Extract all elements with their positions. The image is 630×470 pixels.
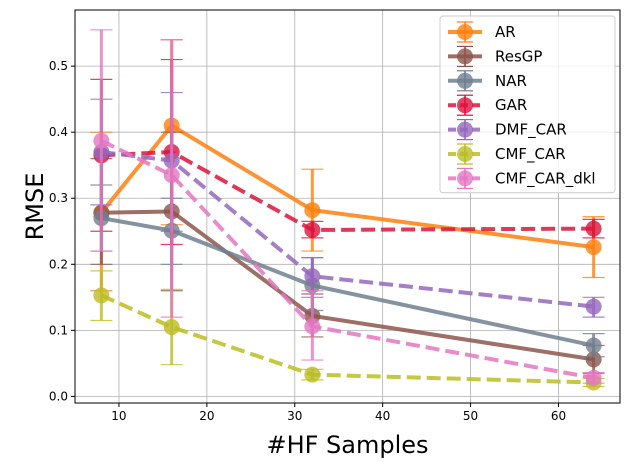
data-point xyxy=(585,220,602,237)
x-tick-label: 60 xyxy=(551,409,566,423)
y-tick-label: 0.0 xyxy=(49,389,68,403)
series-line-nar xyxy=(101,216,595,348)
data-point xyxy=(163,167,180,184)
legend-label-dmf-car: DMF_CAR xyxy=(495,121,567,140)
y-tick-label: 0.5 xyxy=(49,59,68,73)
legend-marker-dmf-car xyxy=(457,121,473,138)
legend-label-gar: GAR xyxy=(495,96,527,114)
legend-marker-nar xyxy=(457,72,473,89)
series-layer xyxy=(90,29,605,391)
x-tick-label: 50 xyxy=(463,409,478,423)
data-point xyxy=(304,366,321,383)
data-point xyxy=(304,221,321,238)
legend-marker-resgp xyxy=(457,48,473,65)
y-tick-label: 0.1 xyxy=(49,323,68,337)
data-point xyxy=(304,318,321,335)
plot-frame xyxy=(74,9,621,404)
data-point xyxy=(93,132,110,149)
legend-label-nar: NAR xyxy=(495,72,527,90)
data-point xyxy=(304,268,321,285)
legend-marker-gar xyxy=(457,97,473,114)
axis-ticks: 10 20 30 40 50 60 0.0 0.1 0.2 0.3 0.4 0.5 xyxy=(49,59,566,423)
legend-marker-cmf-car-dkl xyxy=(457,170,473,187)
data-point xyxy=(93,287,110,304)
legend-label-cmf-car-dkl: CMF_CAR_dkl xyxy=(495,169,596,188)
data-point xyxy=(163,319,180,336)
data-point xyxy=(585,239,602,256)
legend-marker-cmf-car xyxy=(457,146,473,162)
legend-label-ar: AR xyxy=(495,23,516,41)
series-line-cmf-car xyxy=(100,293,594,385)
legend-marker-ar xyxy=(457,24,473,40)
y-tick-label: 0.4 xyxy=(49,125,68,139)
x-tick-label: 30 xyxy=(287,409,302,423)
x-tick-label: 40 xyxy=(375,409,390,423)
x-axis-label: #HF Samples xyxy=(266,431,428,459)
series-line-cmf-car-dkl xyxy=(100,138,594,380)
data-point xyxy=(585,298,602,315)
series-line-gar xyxy=(101,149,594,232)
y-axis-label: RMSE xyxy=(21,173,49,241)
data-point xyxy=(585,337,602,354)
x-tick-label: 10 xyxy=(111,409,126,423)
series-line-dmf-car xyxy=(101,150,594,309)
series-line-resgp xyxy=(101,209,594,362)
legend-box xyxy=(439,15,616,194)
y-tick-label: 0.2 xyxy=(49,257,68,271)
series-cmf-car xyxy=(90,270,605,391)
legend: AR ResGP NAR GAR DMF_CAR CMF_CAR CMF_CAR_dkl xyxy=(439,15,616,194)
legend-label-resgp: ResGP xyxy=(495,47,542,65)
series-cmf-car-dkl xyxy=(90,29,605,386)
data-point xyxy=(304,202,321,219)
y-tick-label: 0.3 xyxy=(49,191,68,205)
legend-label-cmf-car: CMF_CAR xyxy=(495,145,566,164)
x-tick-label: 20 xyxy=(199,409,214,423)
data-point xyxy=(585,369,602,386)
data-point xyxy=(585,351,602,368)
